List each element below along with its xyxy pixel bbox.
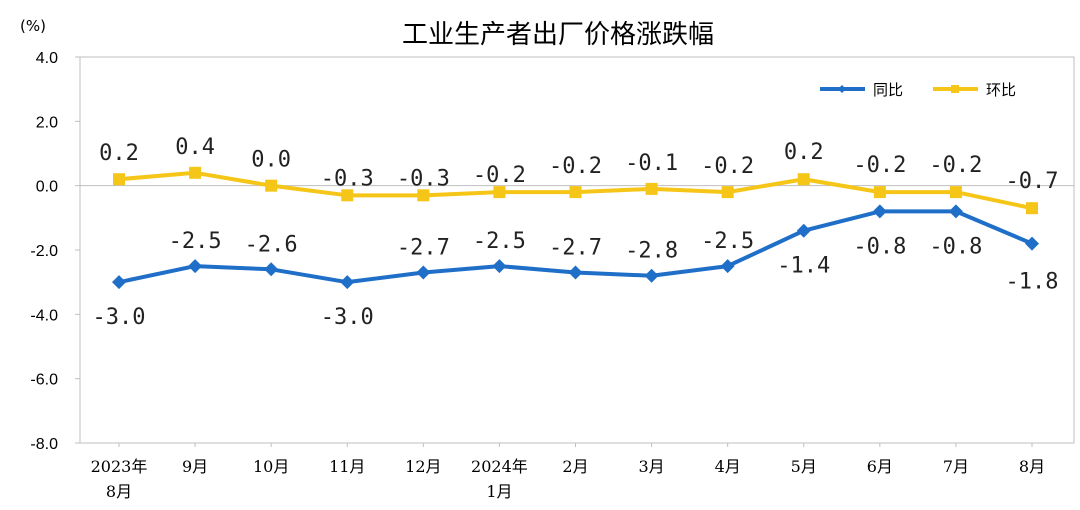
y-axis-unit: (%)	[20, 17, 46, 35]
x-tick-label: 7月	[943, 457, 969, 476]
x-tick-label: 10月	[253, 457, 289, 476]
point-marker	[873, 186, 886, 199]
point-marker	[417, 189, 430, 202]
point-marker	[1025, 236, 1039, 251]
point-marker	[341, 189, 354, 202]
point-marker	[493, 186, 506, 199]
data-label: -2.5	[169, 229, 222, 254]
x-tick-label: 2月	[562, 457, 588, 476]
data-label: -2.7	[549, 236, 602, 261]
point-marker	[568, 265, 583, 280]
data-label: -0.2	[473, 163, 526, 188]
point-marker	[112, 275, 126, 290]
data-label: -0.3	[397, 166, 450, 191]
data-label: -1.8	[1006, 270, 1059, 295]
y-tick-label: 4.0	[36, 50, 58, 67]
axes-layer: 4.0 2.0 0.0 -2.0 -4.0 -6.0 -8.0 2023年 8月 9月 10月 11月…	[30, 50, 1074, 501]
data-label: -0.3	[321, 166, 374, 191]
data-label: -0.2	[701, 154, 754, 179]
point-marker	[797, 173, 810, 186]
point-marker	[416, 265, 431, 280]
data-label: -3.0	[321, 305, 374, 330]
x-tick-label: 2024年	[471, 457, 528, 476]
y-tick-label: -8.0	[30, 436, 58, 453]
data-label: -0.1	[625, 151, 678, 176]
series-layer	[112, 166, 1039, 290]
point-marker	[264, 262, 279, 277]
y-tick-label: -2.0	[30, 243, 58, 260]
x-tick-label: 2023年	[91, 457, 148, 476]
data-label: -2.6	[245, 232, 298, 257]
chart-title: 工业生产者出厂价格涨跌幅	[402, 20, 714, 50]
data-label: -0.2	[853, 153, 906, 178]
point-marker	[1026, 202, 1038, 215]
x-tick-label: 8月	[106, 482, 132, 501]
data-label: -2.5	[701, 229, 754, 254]
data-label: -3.0	[93, 305, 146, 330]
point-marker	[492, 259, 507, 274]
y-tick-label: 2.0	[36, 114, 58, 131]
x-tick-label: 9月	[182, 457, 208, 476]
y-tick-label: -4.0	[30, 307, 58, 324]
legend-label: 同比	[873, 81, 903, 99]
x-tick-label: 8月	[1019, 457, 1045, 476]
x-tick-label: 5月	[791, 457, 817, 476]
data-label: 0.2	[99, 141, 139, 166]
legend-marker	[951, 85, 959, 93]
legend: 同比 环比	[820, 81, 1016, 99]
x-tick-label: 6月	[867, 457, 893, 476]
data-label: -2.5	[473, 229, 526, 254]
data-label: -0.8	[929, 234, 982, 259]
data-label: -0.7	[1006, 169, 1059, 194]
legend-label: 环比	[986, 81, 1016, 99]
data-label: 0.0	[251, 148, 291, 173]
data-label: -2.8	[625, 239, 678, 264]
point-marker	[721, 186, 734, 199]
point-marker	[113, 173, 125, 186]
data-label: -1.4	[777, 254, 830, 279]
data-label: 0.4	[175, 135, 215, 160]
point-marker	[189, 166, 202, 179]
x-tick-label: 11月	[329, 457, 365, 476]
data-label: 0.2	[784, 140, 824, 165]
point-marker	[720, 259, 735, 274]
x-tick-label: 4月	[715, 457, 741, 476]
point-marker	[188, 259, 203, 274]
y-tick-label: 0.0	[36, 179, 58, 196]
point-marker	[340, 275, 355, 290]
point-marker	[796, 223, 811, 238]
point-marker	[949, 186, 962, 199]
x-tick-label: 1月	[486, 482, 512, 501]
x-tick-label: 3月	[638, 457, 664, 476]
data-labels-layer: -3.0 -2.5 -2.6 -3.0 -2.7 -2.5 -2.7 -2.8 -2.5 -1.4…	[93, 135, 1059, 330]
data-label: -0.2	[929, 153, 982, 178]
data-label: -0.8	[853, 234, 906, 259]
legend-marker	[838, 85, 846, 93]
point-marker	[265, 179, 278, 192]
y-tick-label: -6.0	[30, 372, 58, 389]
data-label: -2.7	[397, 236, 450, 261]
point-marker	[644, 268, 659, 283]
data-label: -0.2	[549, 154, 602, 179]
point-marker	[645, 182, 658, 195]
point-marker	[569, 186, 582, 199]
point-marker	[948, 204, 963, 219]
point-marker	[872, 204, 887, 219]
x-tick-label: 12月	[405, 457, 441, 476]
